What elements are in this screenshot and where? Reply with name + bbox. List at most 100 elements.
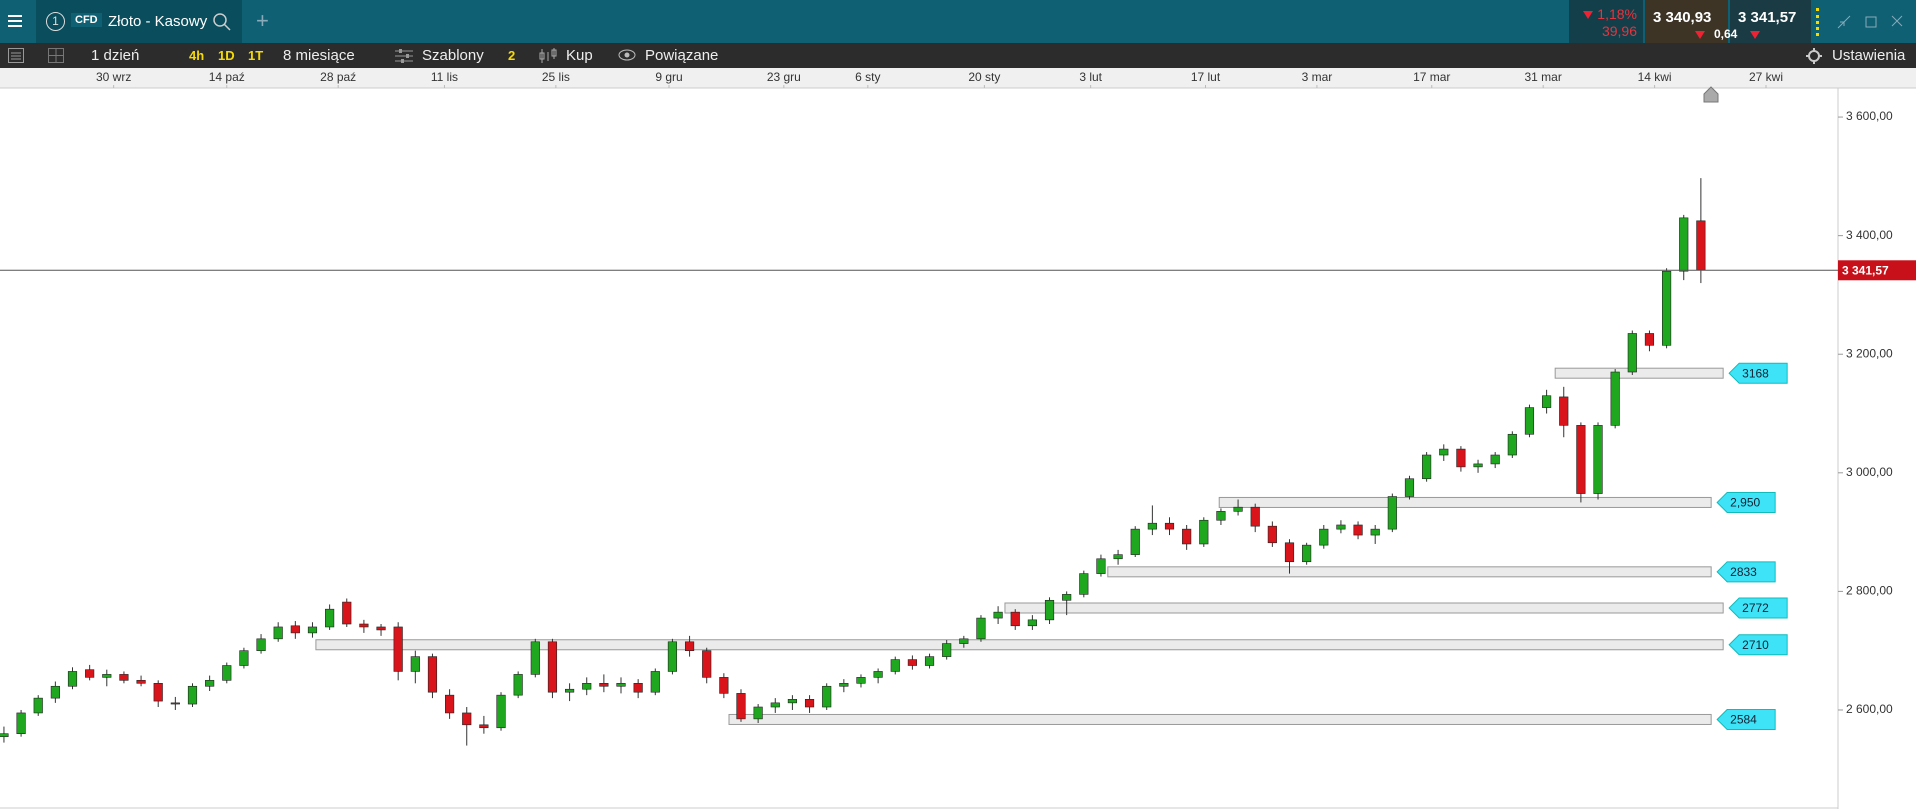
bid-box[interactable]: 3 340,93	[1645, 0, 1728, 43]
candle-body	[136, 680, 146, 684]
candle-body	[1439, 448, 1449, 456]
drag-handle[interactable]	[1816, 8, 1825, 36]
candle-body	[1542, 395, 1552, 408]
candle-body	[1284, 542, 1295, 563]
x-tick-label: 25 lis	[542, 70, 570, 84]
candle-body	[890, 659, 900, 672]
last-price-label: 3 341,57	[1842, 263, 1889, 277]
y-tick-label: 3 200,00	[1846, 346, 1893, 360]
list-icon[interactable]	[8, 48, 24, 63]
eye-icon	[618, 49, 636, 61]
level-label: 2710	[1742, 638, 1769, 652]
time-marker[interactable]	[1703, 86, 1719, 103]
buy-icon	[539, 48, 557, 63]
candle-body	[736, 693, 746, 720]
candle-body	[1319, 528, 1329, 546]
candle-body	[1456, 448, 1466, 468]
instrument-name: Złoto - Kasowy	[108, 13, 208, 30]
candle-body	[530, 641, 540, 675]
templates[interactable]: Szablony	[422, 47, 484, 64]
candle-body	[479, 724, 489, 729]
candle-body	[1027, 619, 1037, 627]
quick-interval[interactable]: 4h	[189, 48, 205, 63]
instrument-tab[interactable]: 1 CFD Złoto - Kasowy	[36, 0, 242, 43]
candle-body	[565, 688, 575, 693]
quick-interval[interactable]: 1T	[248, 48, 264, 63]
candle-body	[1199, 519, 1209, 545]
interval[interactable]: 1 dzień	[91, 47, 140, 64]
candle-body	[856, 677, 866, 684]
candle-body	[1610, 371, 1620, 426]
x-tick-label: 14 kwi	[1638, 70, 1672, 84]
candle-body	[822, 685, 832, 708]
ask-price: 3 341,57	[1738, 9, 1797, 26]
candle-body	[445, 694, 455, 714]
candle-body	[924, 656, 935, 666]
candle-body	[1113, 554, 1123, 560]
level-zone	[315, 639, 1724, 651]
x-tick-label: 9 gru	[655, 70, 682, 84]
top-bar: 1 CFD Złoto - Kasowy + 1,18% 39,96 3 340…	[0, 0, 1916, 43]
change-abs: 39,96	[1601, 23, 1637, 39]
candle-body	[462, 712, 472, 726]
candle-body	[393, 626, 403, 672]
candle-body	[239, 650, 249, 666]
related[interactable]: Powiązane	[645, 47, 719, 64]
candle-body	[290, 625, 300, 634]
candle-body	[119, 674, 129, 681]
x-tick-label: 30 wrz	[96, 70, 131, 84]
range[interactable]: 8 miesiące	[283, 47, 355, 64]
candle-body	[1010, 611, 1020, 627]
x-tick-label: 31 mar	[1524, 70, 1561, 84]
x-tick-label: 17 mar	[1413, 70, 1450, 84]
menu-icon[interactable]	[8, 13, 24, 29]
candle-body	[205, 680, 215, 687]
x-tick-label: 20 sty	[968, 70, 1000, 84]
templates-count: 2	[508, 48, 516, 63]
candle-body	[1302, 544, 1312, 563]
candle-body	[770, 702, 780, 708]
candle-body	[1336, 524, 1346, 530]
candle-body	[993, 611, 1003, 619]
level-zone	[1107, 566, 1712, 578]
candle-body	[873, 671, 883, 678]
candle-body	[1627, 333, 1637, 373]
candle-body	[753, 706, 763, 720]
candle-body	[616, 682, 626, 687]
candle-body	[650, 671, 660, 693]
y-tick-label: 3 400,00	[1846, 228, 1893, 242]
candle-body	[1164, 522, 1175, 530]
candle-body	[67, 671, 78, 687]
candle-body	[599, 682, 609, 687]
settings[interactable]: Ustawienia	[1832, 47, 1906, 64]
window-controls[interactable]	[1836, 14, 1912, 30]
candle-body	[582, 682, 592, 690]
layout-icon[interactable]	[48, 48, 64, 63]
search-icon[interactable]	[212, 12, 232, 32]
x-tick-label: 17 lut	[1191, 70, 1221, 84]
candle-body	[1267, 525, 1277, 544]
quick-interval[interactable]: 1D	[218, 48, 235, 63]
buy[interactable]: Kup	[566, 47, 593, 64]
candle-body	[513, 674, 523, 696]
add-tab[interactable]: +	[256, 8, 269, 33]
candle-body	[942, 643, 952, 657]
candle-body	[1696, 220, 1706, 271]
candle-body	[307, 626, 318, 634]
level-tag	[1728, 597, 1788, 619]
candle-body	[187, 685, 198, 705]
candle-body	[410, 656, 420, 672]
candle-body	[719, 677, 729, 694]
candle-body	[16, 712, 26, 734]
candle-body	[85, 669, 95, 678]
candle-body	[684, 641, 695, 651]
candle-body	[1679, 217, 1689, 272]
ask-box[interactable]: 3 341,57 0,64	[1714, 0, 1811, 43]
candle-body	[1182, 528, 1192, 545]
candle-body	[839, 682, 849, 687]
candle-body	[787, 699, 798, 704]
spread: 0,64	[1714, 27, 1738, 41]
cfd-badge: CFD	[71, 13, 102, 27]
level-label: 2833	[1730, 565, 1757, 579]
